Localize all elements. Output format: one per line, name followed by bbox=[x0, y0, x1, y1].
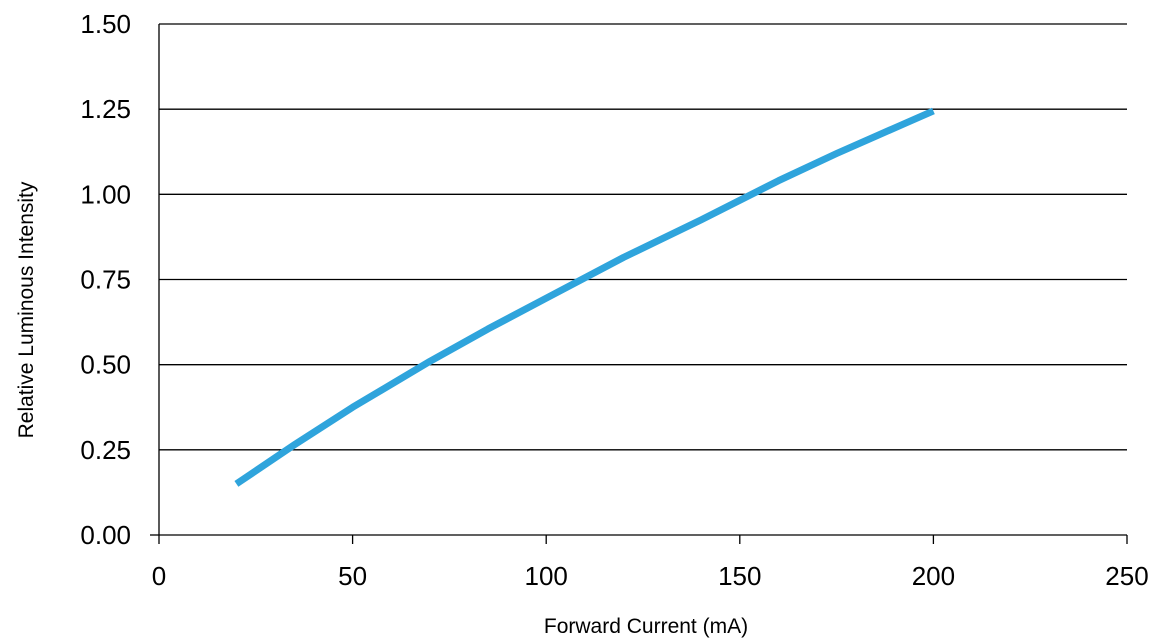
y-tick-label: 0.75 bbox=[80, 265, 131, 295]
y-tick-label: 1.00 bbox=[80, 179, 131, 209]
x-tick-label: 150 bbox=[718, 561, 761, 591]
x-tick-label: 0 bbox=[152, 561, 166, 591]
x-axis-title: Forward Current (mA) bbox=[544, 615, 748, 638]
axes bbox=[150, 24, 1128, 544]
y-axis-title: Relative Luminous Intensity bbox=[15, 181, 38, 438]
series-layer bbox=[234, 107, 935, 487]
x-tick-label: 200 bbox=[912, 561, 955, 591]
y-tick-labels: 0.00 0.25 0.50 0.75 1.00 1.25 1.50 bbox=[80, 9, 131, 550]
x-tick-label: 100 bbox=[525, 561, 568, 591]
x-tick-labels: 0 50 100 150 200 250 bbox=[152, 561, 1149, 591]
y-tick-label: 0.50 bbox=[80, 350, 131, 380]
x-tick-label: 50 bbox=[338, 561, 367, 591]
y-tick-label: 0.25 bbox=[80, 435, 131, 465]
grid-lines bbox=[159, 23, 1127, 451]
y-tick-label: 1.25 bbox=[80, 94, 131, 124]
y-tick-label: 1.50 bbox=[80, 9, 131, 39]
y-tick-label: 0.00 bbox=[80, 520, 131, 550]
x-tick-label: 250 bbox=[1105, 561, 1148, 591]
series-line-0 bbox=[234, 107, 935, 487]
